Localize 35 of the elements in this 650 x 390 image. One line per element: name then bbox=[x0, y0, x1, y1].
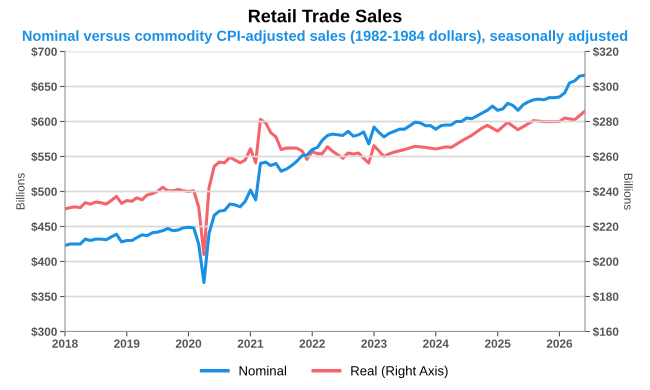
y-tick-label: $450 bbox=[31, 222, 57, 232]
legend-label: Nominal bbox=[240, 366, 286, 376]
x-tick-label: 2022 bbox=[300, 339, 325, 348]
y-tick-label: $400 bbox=[31, 257, 57, 267]
y-tick-label: $550 bbox=[31, 152, 57, 162]
y2-tick-label: $200 bbox=[592, 257, 618, 267]
y-tick-label: $350 bbox=[31, 292, 57, 302]
y2-tick-label: $220 bbox=[592, 222, 618, 232]
y2-tick-label: $240 bbox=[592, 187, 618, 197]
legend-label: Real (Right Axis) bbox=[351, 366, 448, 378]
x-tick-label: 2023 bbox=[361, 339, 387, 348]
x-tick-label: 2021 bbox=[238, 339, 264, 348]
chart-title: Retail Trade Sales bbox=[248, 9, 402, 22]
x-tick-label: 2019 bbox=[114, 339, 140, 348]
y-axis-title: Billions bbox=[16, 173, 25, 210]
x-tick-label: 2020 bbox=[176, 339, 202, 348]
y2-tick-label: $300 bbox=[592, 82, 618, 92]
x-tick-label: 2026 bbox=[546, 339, 572, 348]
y2-tick-label: $260 bbox=[592, 152, 618, 162]
y2-tick-label: $280 bbox=[592, 117, 618, 127]
y2-axis-title: Billions bbox=[624, 174, 633, 210]
line-series bbox=[65, 109, 585, 256]
y2-tick-label: $320 bbox=[592, 46, 618, 57]
x-tick-label: 2018 bbox=[52, 339, 78, 348]
y-tick-label: $600 bbox=[31, 117, 57, 127]
y2-tick-label: $180 bbox=[592, 292, 618, 302]
x-tick-label: 2024 bbox=[423, 339, 449, 348]
x-tick-label: 2025 bbox=[484, 339, 510, 348]
line-series bbox=[65, 74, 585, 284]
y2-tick-label: $160 bbox=[592, 327, 618, 337]
y-tick-label: $300 bbox=[31, 327, 57, 337]
y-tick-label: $500 bbox=[31, 187, 57, 197]
y-tick-label: $650 bbox=[31, 82, 57, 92]
y-tick-label: $700 bbox=[31, 46, 57, 57]
chart-subtitle: Nominal versus commodity CPI-adjusted sales (1982-1984 dollars), seasonally adjusted bbox=[22, 30, 628, 44]
